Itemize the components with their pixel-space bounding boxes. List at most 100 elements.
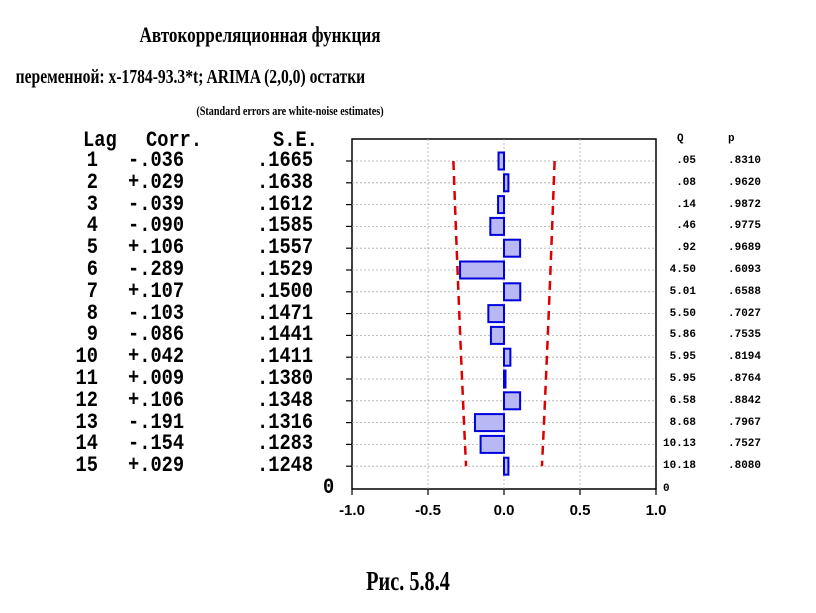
q-value: 10.13	[662, 438, 696, 451]
p-value: .9872	[728, 198, 762, 211]
se-value: .1529	[257, 257, 314, 282]
header-se: S.E.	[273, 128, 318, 153]
p-value: .6093	[728, 264, 762, 276]
se-value: .1316	[257, 409, 314, 435]
q-value: .92	[676, 242, 696, 255]
se-value: .1471	[257, 300, 314, 326]
zero-q-label: 0	[663, 483, 670, 495]
lag-value: 14	[75, 431, 98, 457]
acf-bar	[503, 456, 510, 476]
p-value: .6588	[728, 285, 762, 298]
chart-note: (Standard errors are white-noise estimat…	[196, 103, 384, 118]
acf-bar	[503, 347, 512, 367]
chart-title: Автокорреляционная функция	[139, 22, 381, 47]
corr-value: +.106	[128, 235, 185, 261]
corr-value: -.191	[128, 409, 185, 435]
acf-bar	[503, 282, 522, 302]
corr-value: -.090	[128, 213, 185, 239]
se-value: .1411	[257, 344, 314, 370]
se-value: .1665	[257, 148, 314, 173]
acf-bar	[497, 151, 506, 171]
corr-value: -.039	[128, 191, 185, 217]
corr-value: +.042	[128, 344, 185, 370]
corr-value: +.029	[128, 169, 185, 195]
lower-confidence-limit	[452, 160, 468, 467]
p-value: .8310	[728, 155, 762, 167]
p-value: .7967	[728, 416, 762, 429]
upper-confidence-limit	[540, 160, 556, 467]
acf-bar	[459, 260, 505, 280]
acf-bar	[487, 304, 505, 324]
acf-bar	[479, 434, 506, 454]
corr-value: -.154	[128, 431, 185, 457]
q-value: 5.01	[669, 285, 696, 298]
lag-value: 6	[86, 257, 98, 282]
p-value: .7027	[728, 307, 762, 320]
header-corr: Corr.	[146, 128, 203, 153]
p-value: .9620	[728, 176, 762, 189]
corr-value: +.107	[128, 278, 185, 304]
lag-value: 3	[86, 191, 98, 217]
x-tick-label: 1.0	[646, 502, 667, 519]
lag-value: 11	[75, 366, 98, 391]
zero-lag-label: 0	[323, 475, 335, 500]
q-value: .08	[676, 176, 696, 189]
acf-bar	[503, 391, 522, 411]
q-value: 6.58	[669, 394, 696, 407]
corr-value: -.289	[128, 257, 185, 282]
q-value: .46	[676, 220, 696, 233]
q-value: 5.50	[669, 307, 696, 320]
q-value: 8.68	[669, 416, 696, 429]
p-value: .8080	[728, 460, 762, 473]
acf-bar	[503, 173, 510, 193]
q-value: .14	[676, 198, 696, 211]
acf-bar	[489, 216, 506, 236]
se-value: .1380	[257, 366, 314, 391]
se-value: .1441	[257, 322, 314, 348]
q-value: 10.18	[662, 460, 696, 473]
se-value: .1638	[257, 169, 314, 195]
lag-value: 9	[86, 322, 98, 348]
lag-value: 15	[75, 453, 98, 479]
corr-value: -.103	[128, 300, 185, 326]
lag-value: 2	[86, 169, 98, 195]
corr-value: +.009	[128, 366, 185, 391]
x-tick-label: -0.5	[415, 502, 441, 519]
lag-value: 4	[86, 213, 98, 239]
acf-bar	[503, 369, 507, 389]
header-lag: Lag	[83, 128, 117, 153]
corr-value: -.086	[128, 322, 185, 348]
lag-value: 5	[86, 235, 98, 261]
corr-value: +.106	[128, 387, 185, 413]
lag-value: 8	[86, 300, 98, 326]
figure-caption: Рис. 5.8.4	[366, 566, 450, 596]
corr-value: +.029	[128, 453, 185, 479]
se-value: .1500	[257, 278, 314, 304]
se-value: .1248	[257, 453, 314, 479]
se-value: .1557	[257, 235, 314, 261]
acf-bar	[489, 325, 506, 345]
se-value: .1612	[257, 191, 314, 217]
lag-value: 10	[75, 344, 98, 370]
lag-value: 1	[86, 148, 98, 173]
p-value: .7535	[728, 329, 762, 342]
p-value: .7527	[728, 438, 762, 451]
p-value: .8764	[728, 373, 762, 385]
lag-value: 13	[75, 409, 98, 435]
corr-value: -.036	[128, 148, 185, 173]
lag-value: 7	[86, 278, 98, 304]
chart-subtitle: переменной: x-1784-93.3*t; ARIMA (2,0,0)…	[15, 66, 366, 88]
x-tick-label: -1.0	[339, 502, 365, 519]
se-value: .1283	[257, 431, 314, 457]
p-value: .9775	[728, 220, 762, 233]
q-value: 5.86	[669, 329, 696, 342]
x-tick-label: 0.0	[494, 502, 515, 519]
header-q: Q	[677, 133, 684, 145]
header-p: p	[728, 133, 735, 145]
q-value: 5.95	[669, 351, 696, 364]
q-value: .05	[676, 155, 696, 167]
q-value: 5.95	[669, 373, 696, 385]
acf-bar	[503, 238, 522, 258]
p-value: .8194	[728, 351, 762, 364]
